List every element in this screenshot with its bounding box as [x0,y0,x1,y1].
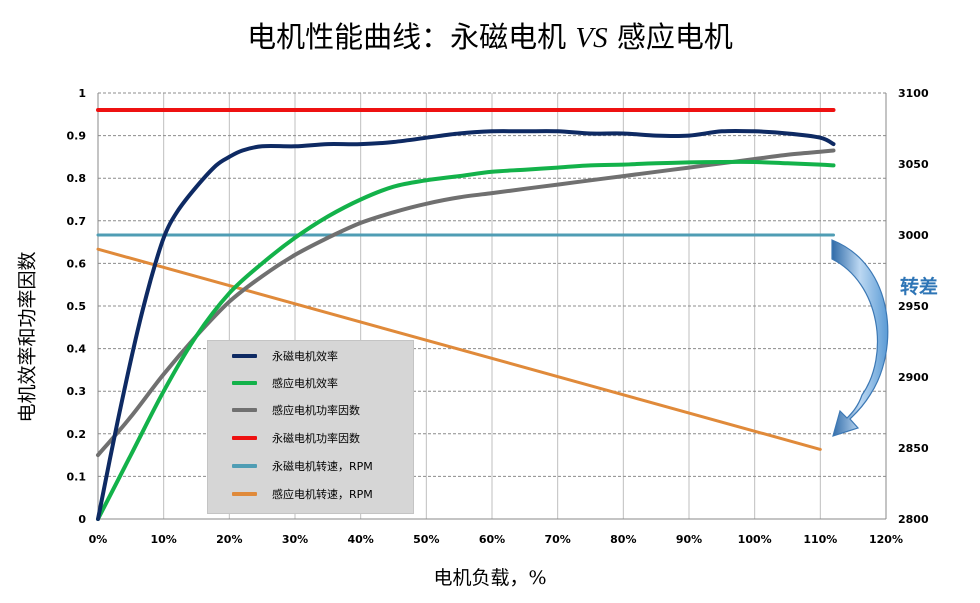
y-left-tick-label: 0.1 [67,470,87,483]
legend-label: 永磁电机效率 [272,350,338,363]
y-right-tick-label: 3050 [898,158,929,171]
y-left-tick-label: 0.6 [67,257,87,270]
chart-title: 电机性能曲线：永磁电机 VS 感应电机 [247,20,733,54]
x-tick-label: 120% [869,533,903,546]
legend-item: 永磁电机效率 [208,345,413,367]
x-axis-label: 电机负载，% [433,567,547,589]
tick-labels: 0% 10% 20% 30% 40% 50% 60% 70% 80% 90% 100% 110% 120… [67,87,929,546]
legend-item: 感应电机功率因数 [208,399,413,421]
series-line-im-efficiency [96,159,836,521]
x-tick-label: 0% [89,533,108,546]
y-right-tick-label: 3000 [898,229,929,242]
legend-item: 永磁电机转速，RPM [208,455,413,477]
x-tick-label: 80% [610,533,636,546]
legend-label: 感应电机转速，RPM [272,488,373,501]
y-left-tick-label: 0.8 [67,172,87,185]
legend-item: 感应电机效率 [208,372,413,394]
y-left-tick-label: 0.2 [67,428,87,441]
y-left-tick-label: 0.9 [67,130,87,143]
y-left-tick-label: 0.5 [67,300,87,313]
series-group [96,108,836,521]
slip-arrow-icon [831,239,889,437]
legend: 永磁电机效率 感应电机效率 感应电机功率因数 永磁电机功率因数 永磁电机转速，R… [207,340,414,514]
slip-annotation: 转差 [900,276,939,298]
y-left-tick-label: 0.7 [67,215,87,228]
y-right-tick-label: 2850 [898,442,929,455]
y-left-tick-label: 1 [78,87,86,100]
x-tick-label: 30% [282,533,308,546]
legend-item: 永磁电机功率因数 [208,427,413,449]
x-tick-label: 10% [150,533,176,546]
x-tick-label: 100% [738,533,772,546]
y-left-tick-label: 0.3 [67,385,87,398]
series-line-pm-efficiency [96,128,836,521]
y-right-tick-label: 2950 [898,300,929,313]
legend-label: 感应电机效率 [272,377,338,390]
legend-swatch [232,492,257,496]
legend-swatch [232,408,257,412]
x-tick-label: 90% [676,533,702,546]
legend-item: 感应电机转速，RPM [208,483,413,505]
x-tick-label: 40% [347,533,373,546]
legend-label: 永磁电机转速，RPM [272,460,373,473]
legend-swatch [232,464,257,468]
y-left-tick-label: 0.4 [67,343,87,356]
y-axis-left-label: 电机效率和功率因数 [16,251,39,423]
x-tick-label: 20% [216,533,242,546]
legend-label: 感应电机功率因数 [272,404,360,417]
y-right-tick-label: 3100 [898,87,929,100]
y-right-tick-label: 2800 [898,513,929,526]
x-tick-label: 110% [803,533,837,546]
y-left-tick-label: 0 [78,513,86,526]
y-right-tick-label: 2900 [898,371,929,384]
x-tick-label: 60% [479,533,505,546]
series-line-im-speed [96,247,822,451]
legend-swatch [232,436,257,440]
legend-label: 永磁电机功率因数 [272,432,360,445]
x-tick-label: 70% [544,533,570,546]
legend-swatch [232,381,257,385]
x-tick-label: 50% [413,533,439,546]
legend-swatch [232,354,257,358]
